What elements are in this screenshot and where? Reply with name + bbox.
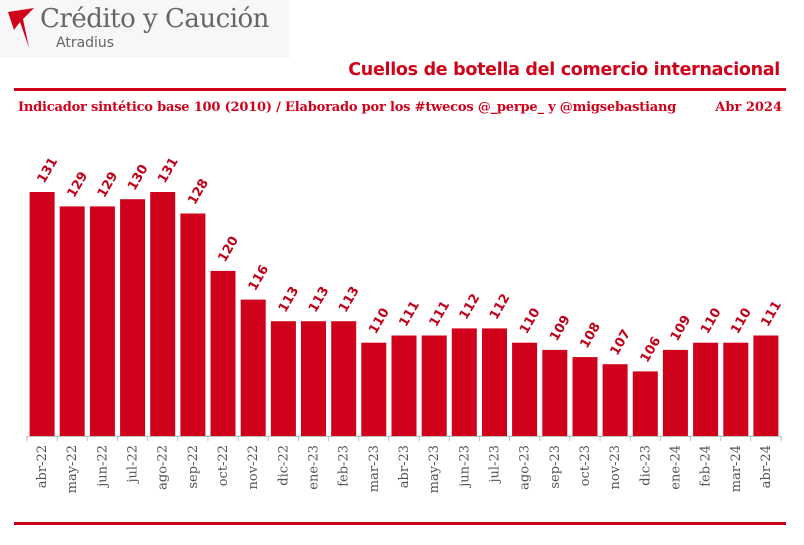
data-label: 113 xyxy=(336,284,363,315)
data-label: 131 xyxy=(35,155,62,186)
data-label: 109 xyxy=(547,313,574,344)
data-label: 109 xyxy=(668,313,695,344)
x-tick-label: mar-23 xyxy=(367,445,382,492)
x-tick-label: ago-23 xyxy=(518,445,533,490)
brand-logo: Crédito y Caución Atradius xyxy=(0,0,290,58)
bar-abr-23 xyxy=(391,335,417,436)
brand-swoosh-icon xyxy=(8,8,34,48)
bar-jun-22 xyxy=(89,206,115,436)
x-tick-label: may-23 xyxy=(427,445,442,493)
bar-feb-24 xyxy=(693,342,719,436)
data-label: 129 xyxy=(65,169,92,200)
brand-name: Crédito y Caución xyxy=(40,4,269,34)
bar-oct-23 xyxy=(572,357,598,436)
data-label: 106 xyxy=(638,334,665,365)
data-label: 130 xyxy=(125,162,152,193)
x-tick-label: ene-23 xyxy=(307,445,322,490)
bar-dic-23 xyxy=(632,371,658,436)
data-label: 128 xyxy=(185,176,212,207)
x-tick-label: nov-23 xyxy=(608,445,623,489)
bar-nov-23 xyxy=(602,364,628,436)
x-tick-label: jul-23 xyxy=(488,445,503,485)
data-label: 110 xyxy=(728,306,755,337)
x-tick-label: jul-22 xyxy=(126,445,141,485)
bar-jul-23 xyxy=(482,328,507,436)
bar-abr-22 xyxy=(29,192,55,436)
bar-dic-22 xyxy=(270,321,296,436)
x-tick-label: sep-23 xyxy=(548,445,563,489)
bottom-rule xyxy=(14,522,786,525)
bar-sep-22 xyxy=(180,213,206,436)
bar-nov-22 xyxy=(240,299,266,436)
bar-jul-22 xyxy=(120,199,146,436)
x-tick-label: nov-22 xyxy=(246,445,261,489)
data-label: 108 xyxy=(577,320,604,351)
data-label: 112 xyxy=(487,291,514,322)
x-tick-label: jun-23 xyxy=(457,445,472,489)
chart-title: Cuellos de botella del comercio internac… xyxy=(348,60,780,80)
bar-feb-23 xyxy=(331,321,357,436)
x-tick-label: dic-23 xyxy=(638,445,653,486)
bar-jun-23 xyxy=(451,328,477,436)
bar-may-22 xyxy=(59,206,85,436)
x-tick-label: abr-24 xyxy=(759,445,774,488)
bar-abr-24 xyxy=(753,335,779,436)
top-rule xyxy=(14,88,786,91)
bar-mar-23 xyxy=(361,342,387,436)
x-tick-label: may-22 xyxy=(65,445,80,493)
bar-sep-23 xyxy=(542,349,568,436)
data-label: 111 xyxy=(396,298,423,329)
data-label: 107 xyxy=(608,327,635,358)
data-label: 110 xyxy=(366,306,393,337)
x-tick-label: oct-23 xyxy=(578,445,593,486)
x-tick-label: feb-23 xyxy=(337,445,352,487)
bar-ene-23 xyxy=(301,321,326,436)
data-label: 120 xyxy=(215,234,242,265)
data-label: 113 xyxy=(276,284,303,315)
x-tick-label: abr-22 xyxy=(35,445,50,488)
data-label: 113 xyxy=(306,284,333,315)
data-label: 129 xyxy=(95,169,122,200)
x-tick-label: dic-22 xyxy=(276,445,291,486)
x-tick-label: sep-22 xyxy=(186,445,201,489)
bar-ago-23 xyxy=(512,342,538,436)
data-label: 116 xyxy=(246,263,273,294)
x-tick-label: oct-22 xyxy=(216,445,231,486)
data-label: 110 xyxy=(517,306,544,337)
x-tick-label: ago-22 xyxy=(156,445,171,490)
bar-oct-22 xyxy=(210,270,236,436)
brand-subname: Atradius xyxy=(56,35,115,51)
data-label: 111 xyxy=(758,298,785,329)
bar-may-23 xyxy=(421,335,447,436)
x-tick-label: jun-22 xyxy=(95,445,110,489)
x-tick-label: ene-24 xyxy=(668,445,683,490)
data-label: 111 xyxy=(427,298,454,329)
data-label: 110 xyxy=(698,306,725,337)
bar-ene-24 xyxy=(662,349,688,436)
chart-date: Abr 2024 xyxy=(715,100,782,115)
bar-mar-24 xyxy=(723,342,749,436)
data-label: 131 xyxy=(155,155,182,186)
data-label: 112 xyxy=(457,291,484,322)
x-tick-label: abr-23 xyxy=(397,445,412,488)
x-tick-label: feb-24 xyxy=(699,445,714,487)
bar-ago-22 xyxy=(150,192,176,436)
chart-subtitle: Indicador sintético base 100 (2010) / El… xyxy=(18,100,677,115)
x-tick-label: mar-24 xyxy=(729,445,744,492)
